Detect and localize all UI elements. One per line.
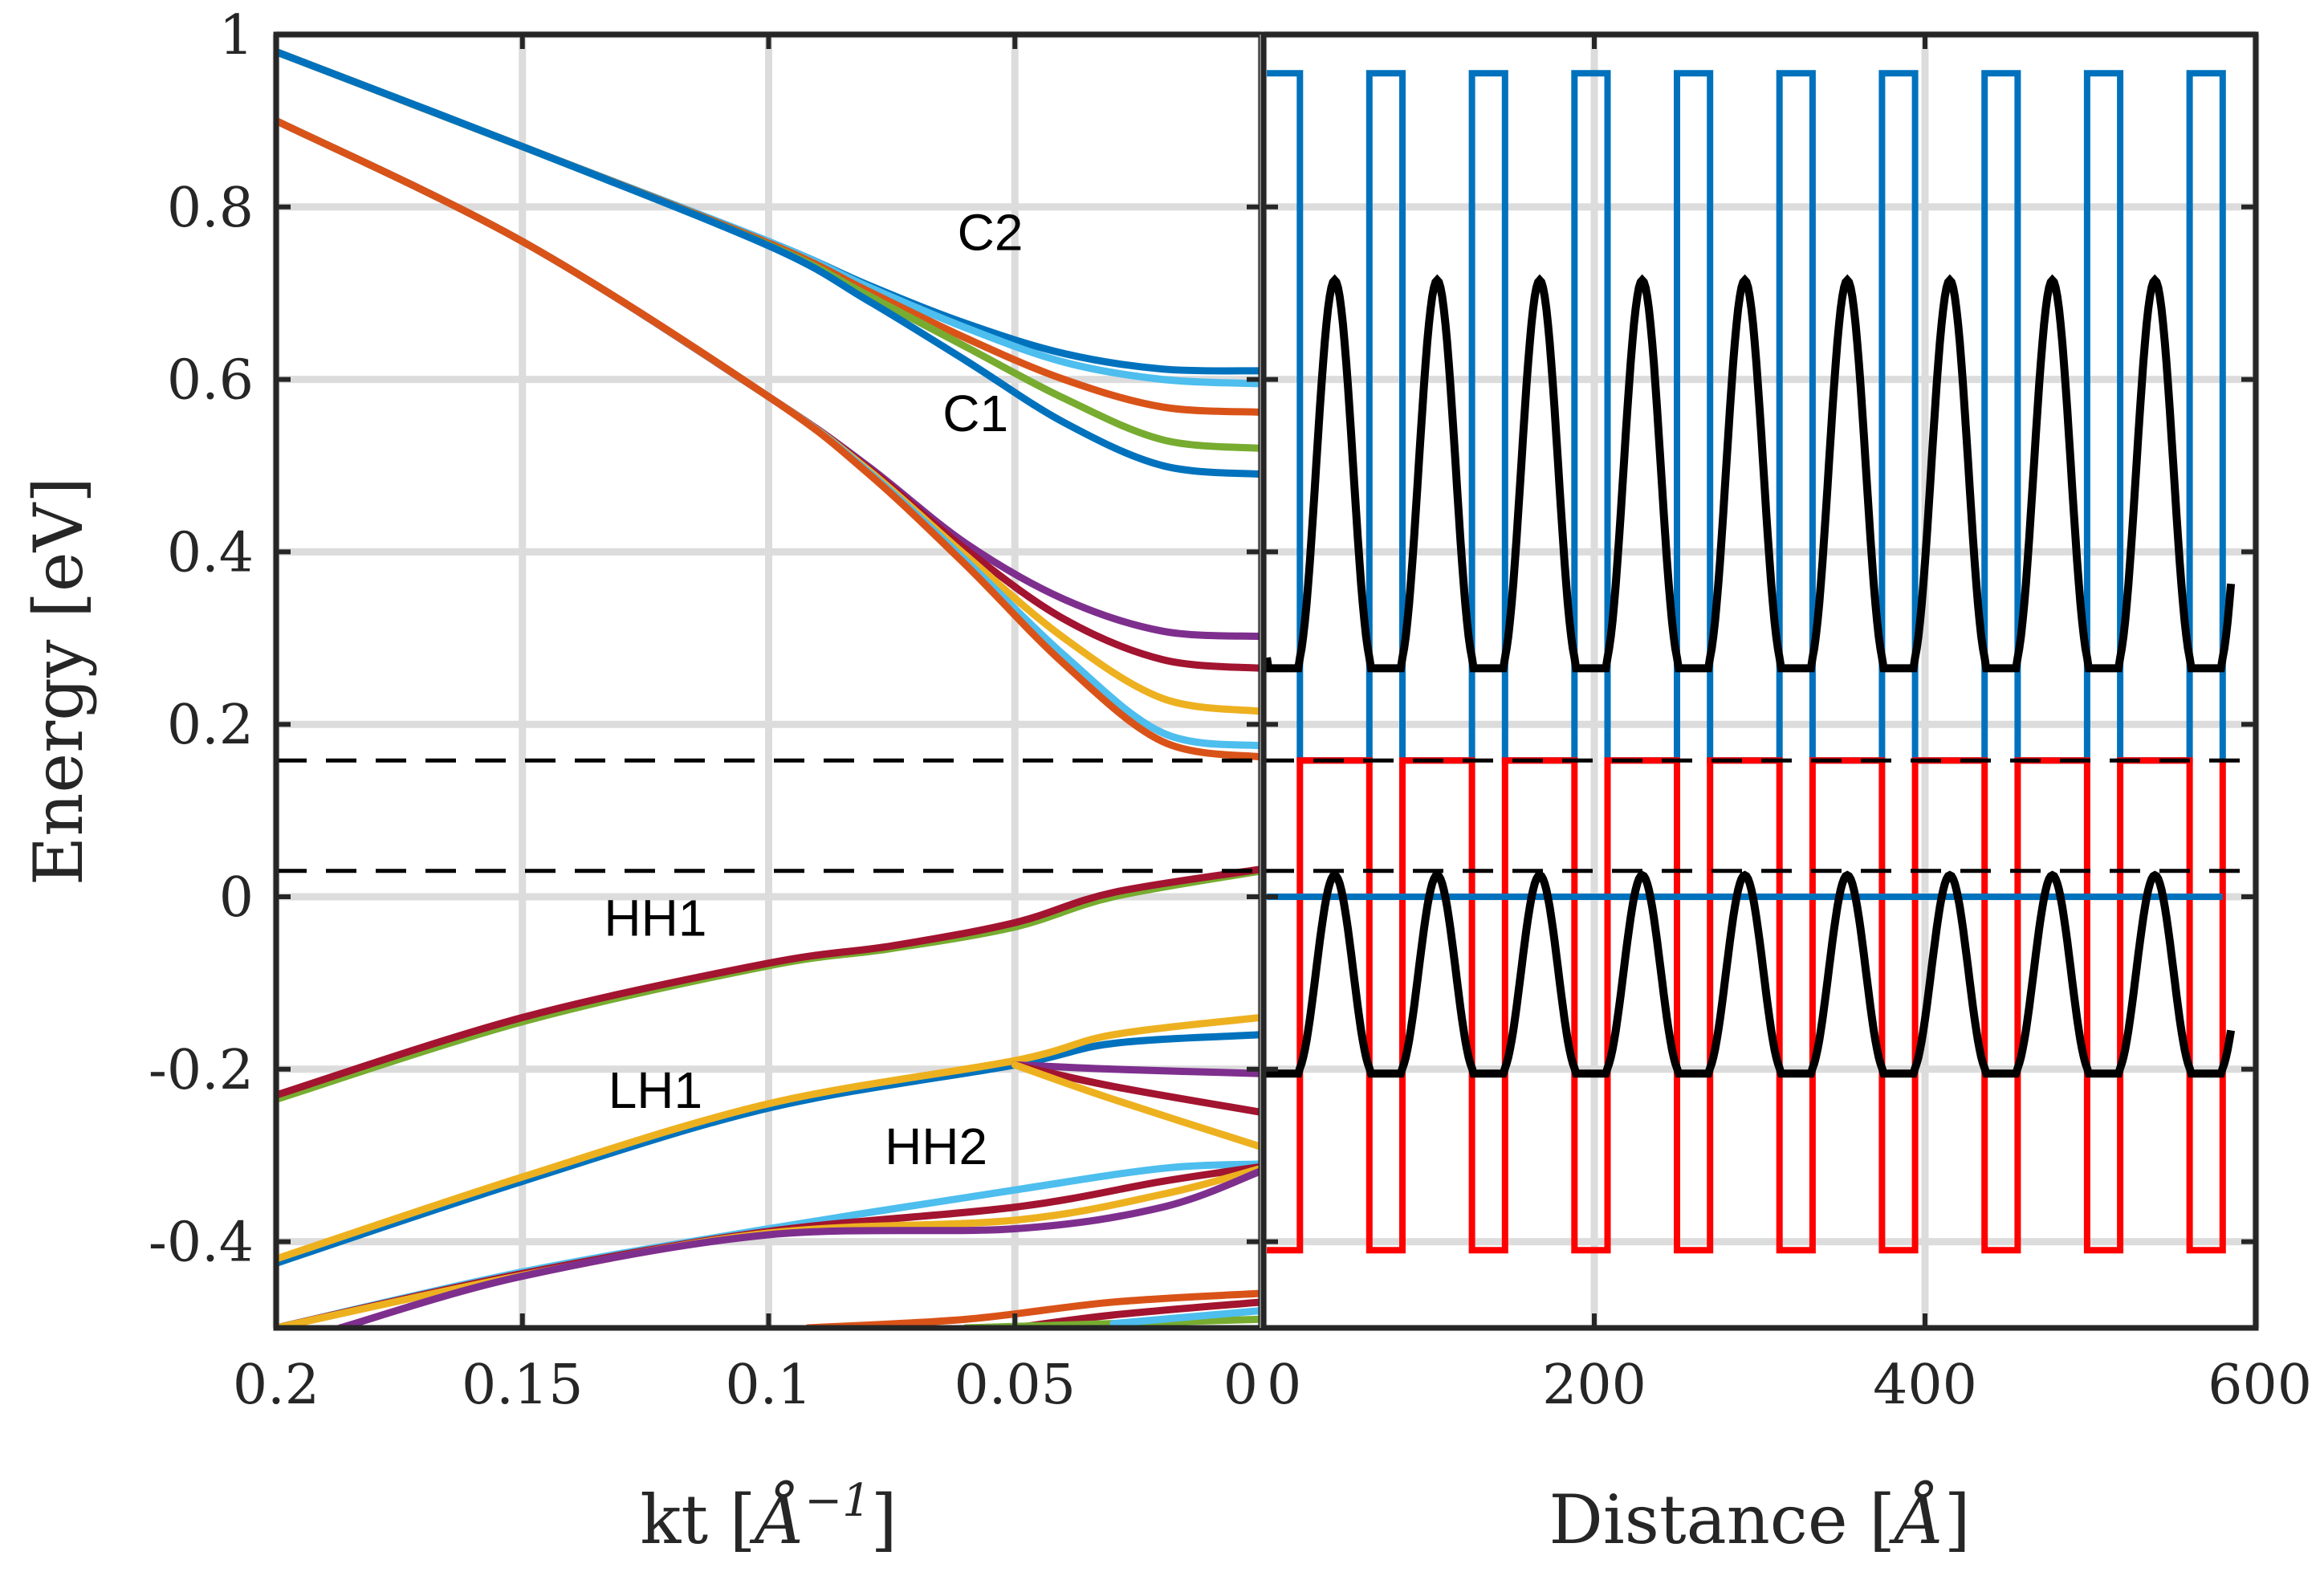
series-low-d xyxy=(1109,1307,1261,1328)
left-ytick-label: 0.6 xyxy=(167,349,254,413)
series-hole-wavefunction xyxy=(1264,870,2236,1078)
right-xlabel: Distance [Å] xyxy=(1549,1480,1971,1559)
left-xtick-label: 0.05 xyxy=(954,1354,1076,1417)
left-ytick-label: 1 xyxy=(219,4,254,67)
right-xtick-label: 200 xyxy=(1542,1354,1646,1417)
series-c1-a xyxy=(276,48,1261,478)
band-label-hh2: HH2 xyxy=(885,1118,987,1175)
right-xtick-label: 0 xyxy=(1267,1354,1301,1417)
series-hh1-b xyxy=(276,865,1261,1099)
left-xlabel: kt [Å−1] xyxy=(640,1475,897,1559)
left-ytick-label: 0.2 xyxy=(167,694,254,757)
series-lh1-b xyxy=(276,1013,1261,1263)
series-electron-wavefunction xyxy=(1264,274,2236,673)
band-label-hh1: HH1 xyxy=(604,889,706,947)
left-xtick-label: 0.1 xyxy=(725,1354,812,1417)
profile-plot xyxy=(1260,31,2260,1331)
series-low-a xyxy=(804,1289,1261,1328)
series-hh2-split-c xyxy=(1011,1061,1261,1150)
text-layer: 1 0.8 0.6 0.4 0.2 0 -0.2 -0.4 0.2 0.15 0.1 0.05 0 C2 C… xyxy=(19,4,2312,1559)
left-ytick-label: -0.2 xyxy=(149,1039,254,1102)
left-ytick-label: 0 xyxy=(219,866,254,930)
series-hh2-d xyxy=(336,1167,1261,1328)
right-axes-box xyxy=(1260,31,2259,1331)
band-label-c1: C1 xyxy=(942,385,1008,442)
left-series-group xyxy=(276,48,1261,1328)
left-ytick-label: 0.4 xyxy=(167,521,254,584)
left-ylabel: Energy [eV] xyxy=(19,477,98,886)
left-ytick-label: 0.8 xyxy=(167,177,254,240)
left-xtick-label: 0.2 xyxy=(233,1354,319,1417)
series-hh2-split-a xyxy=(1011,1061,1261,1077)
right-xtick-label: 400 xyxy=(1873,1354,1977,1417)
left-xtick-label: 0.15 xyxy=(462,1354,583,1417)
series-e1-e xyxy=(276,116,1261,761)
left-ytick-label: -0.4 xyxy=(149,1211,254,1275)
band-label-c2: C2 xyxy=(958,204,1024,262)
right-xtick-label: 600 xyxy=(2208,1354,2312,1417)
band-label-lh1: LH1 xyxy=(608,1061,702,1119)
left-xtick-label: 0 xyxy=(1223,1354,1258,1417)
series-lh1-a xyxy=(276,1031,1261,1267)
